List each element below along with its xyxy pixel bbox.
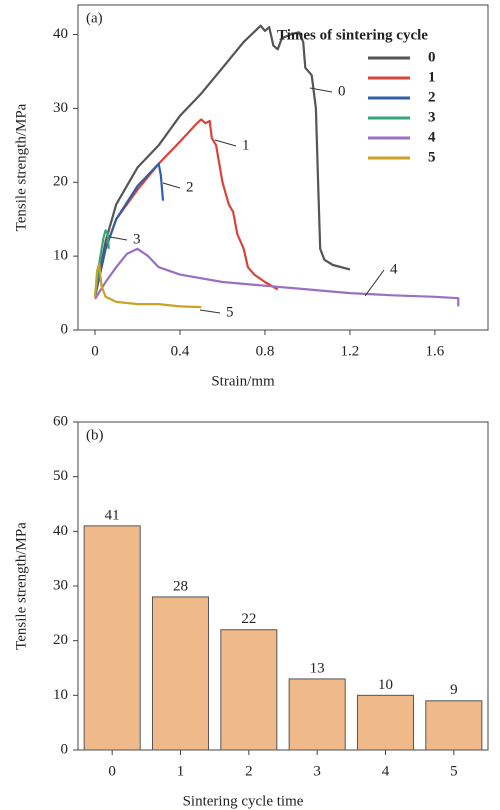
value-label: 22 — [241, 611, 256, 627]
y-tick-label: 20 — [53, 174, 68, 190]
x-tick-label: 5 — [450, 763, 458, 779]
x-tick-label: 0 — [108, 763, 116, 779]
y-tick-label: 60 — [53, 413, 68, 429]
legend-label: 4 — [428, 129, 436, 145]
y-tick-label: 0 — [61, 741, 69, 757]
curve-label: 3 — [133, 231, 141, 247]
legend-label: 2 — [428, 89, 436, 105]
leader-line — [214, 139, 237, 147]
y-tick-label: 40 — [53, 523, 68, 539]
legend-title: Times of sintering cycle — [277, 27, 428, 43]
y-tick-label: 10 — [53, 248, 68, 264]
panel-label: (b) — [86, 427, 104, 443]
legend-label: 0 — [428, 49, 436, 65]
bar — [83, 525, 141, 751]
y-tick-label: 30 — [53, 577, 68, 593]
data-line — [93, 24, 351, 298]
x-tick-label: 3 — [313, 763, 321, 779]
bar — [425, 700, 483, 751]
curve-label: 4 — [390, 261, 398, 277]
y-tick-label: 20 — [53, 632, 68, 648]
x-tick-label: 0.8 — [256, 343, 275, 359]
y-tick-label: 30 — [53, 100, 68, 116]
bar — [151, 596, 210, 751]
x-tick-label: 1 — [177, 763, 185, 779]
y-axis-label: Tensile strength/MPa — [13, 103, 29, 231]
curve-label: 0 — [338, 83, 346, 99]
x-axis-label: Sintering cycle time — [183, 793, 304, 809]
curve-label: 1 — [242, 137, 250, 153]
plot-frame — [77, 4, 489, 331]
curve-label: 2 — [186, 179, 194, 195]
bar — [356, 694, 415, 751]
value-label: 41 — [105, 507, 120, 523]
x-tick-label: 2 — [245, 763, 253, 779]
legend-label: 3 — [428, 109, 436, 125]
data-line — [93, 262, 202, 309]
data-line — [94, 247, 460, 307]
x-tick-label: 0.4 — [171, 343, 190, 359]
leader-line — [364, 269, 385, 297]
value-label: 28 — [173, 578, 188, 594]
x-axis-label: Strain/mm — [211, 373, 275, 389]
legend-label: 5 — [428, 149, 436, 165]
curve-label: 5 — [226, 304, 234, 320]
bar — [220, 629, 278, 751]
data-line — [93, 118, 279, 298]
leader-line — [162, 182, 181, 189]
x-tick-label: 1.6 — [426, 343, 445, 359]
y-tick-label: 0 — [61, 321, 69, 337]
y-tick-label: 40 — [53, 26, 68, 42]
y-tick-label: 10 — [53, 687, 68, 703]
legend-label: 1 — [428, 69, 436, 85]
y-axis-label: Tensile strength/MPa — [13, 522, 29, 650]
x-tick-label: 0 — [91, 343, 99, 359]
leader-line — [309, 87, 333, 93]
x-tick-label: 4 — [382, 763, 390, 779]
value-label: 13 — [310, 660, 325, 676]
y-tick-label: 50 — [53, 468, 68, 484]
leader-line — [199, 309, 221, 314]
data-line — [93, 162, 165, 298]
value-label: 9 — [450, 682, 458, 698]
leader-line — [109, 236, 128, 241]
x-tick-label: 1.2 — [341, 343, 360, 359]
bar — [288, 678, 346, 751]
panel-label: (a) — [86, 10, 103, 26]
value-label: 10 — [378, 677, 393, 693]
